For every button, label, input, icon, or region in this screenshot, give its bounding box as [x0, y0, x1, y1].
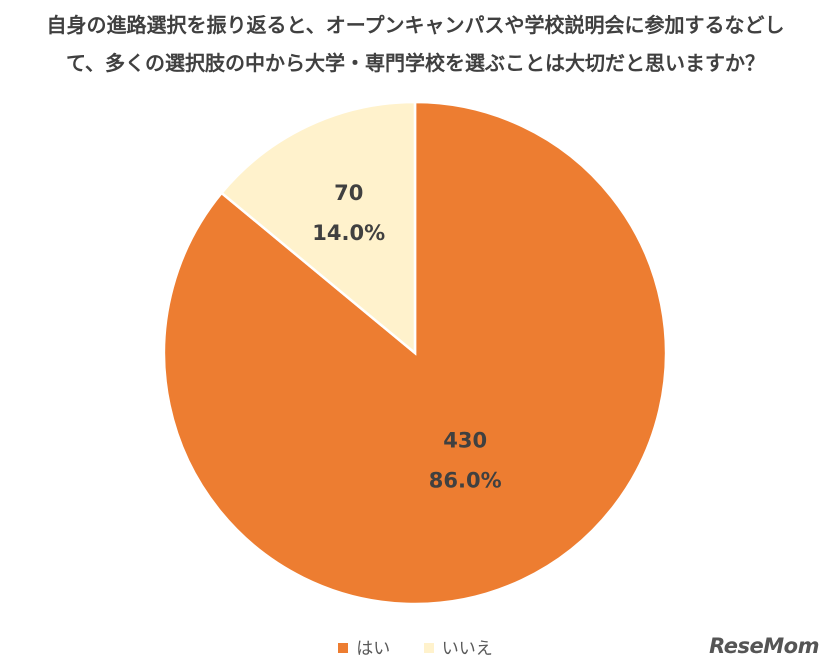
- chart-title: 自身の進路選択を振り返ると、オープンキャンパスや学校説明会に参加するなどし て、…: [0, 6, 831, 82]
- legend-swatch-no: [423, 643, 434, 653]
- legend-label-no: いいえ: [441, 639, 493, 659]
- resemom-logo: ReseMom: [709, 634, 819, 658]
- data-label-percent-no: 14.0%: [312, 221, 385, 245]
- legend: はい いいえ: [0, 634, 831, 659]
- title-line-1: 自身の進路選択を振り返ると、オープンキャンパスや学校説明会に参加するなどし: [46, 13, 785, 37]
- legend-item-no: いいえ: [423, 634, 493, 659]
- data-label-value-yes: 430: [443, 429, 487, 453]
- pie-slice-no: [219, 100, 417, 356]
- data-label-value-no: 70: [334, 181, 363, 205]
- data-label-percent-yes: 86.0%: [429, 469, 502, 493]
- legend-item-yes: はい: [338, 634, 390, 659]
- legend-label-yes: はい: [356, 639, 391, 659]
- title-line-2: て、多くの選択肢の中から大学・専門学校を選ぶことは大切だと思いますか？: [66, 51, 765, 75]
- legend-swatch-yes: [338, 643, 349, 653]
